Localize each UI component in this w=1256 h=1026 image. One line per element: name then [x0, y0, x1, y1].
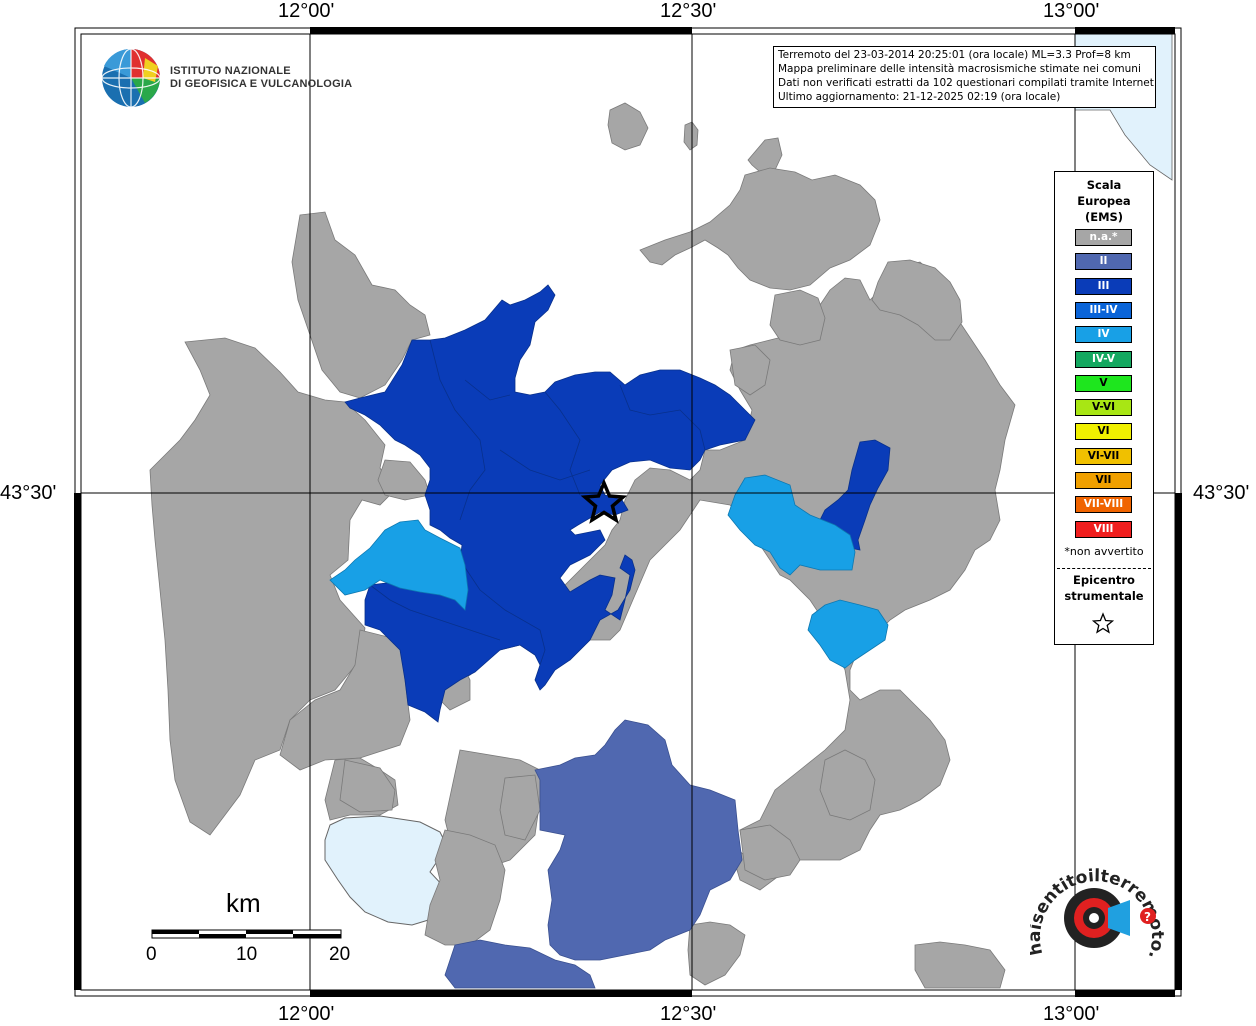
coord-bottom-1200: 12°00' — [278, 1003, 335, 1025]
legend-item: V — [1075, 374, 1132, 392]
intensity-map[interactable] — [73, 26, 1183, 998]
scale-label-10: 10 — [236, 944, 258, 965]
intensity-iv-area — [329, 474, 889, 669]
legend-divider — [1057, 568, 1151, 569]
legend-title: Scala Europea (EMS) — [1055, 177, 1153, 225]
legend-item: n.a.* — [1075, 229, 1132, 246]
legend-epicenter-label: Epicentro strumentale — [1055, 572, 1153, 604]
coord-top-1300: 13°00' — [1043, 0, 1100, 22]
coord-top-1230: 12°30' — [660, 0, 717, 22]
logo-line-2: DI GEOFISICA E VULCANOLOGIA — [170, 78, 353, 90]
ems-legend: Scala Europea (EMS) *non avvertito Epice… — [1054, 171, 1154, 645]
legend-item: II — [1075, 253, 1132, 271]
info-line-3: Dati non verificati estratti da 102 ques… — [778, 77, 1156, 89]
map-frame-bars — [74, 27, 1182, 997]
ingv-logo-text: ISTITUTO NAZIONALE DI GEOFISICA E VULCAN… — [170, 65, 352, 91]
legend-item: VII-VIII — [1075, 496, 1132, 514]
legend-epi-line-2: strumentale — [1064, 589, 1144, 603]
event-info-box: Terremoto del 23-03-2014 20:25:01 (ora l… — [773, 46, 1156, 108]
legend-item: IV-V — [1075, 350, 1132, 368]
legend-item: V-VI — [1075, 399, 1132, 417]
legend-item: III — [1075, 277, 1132, 295]
legend-item: IV — [1075, 326, 1132, 344]
coord-bottom-1230: 12°30' — [660, 1003, 717, 1025]
info-line-2: Mappa preliminare delle intensità macros… — [778, 63, 1141, 75]
logo-line-1: ISTITUTO NAZIONALE — [170, 65, 291, 77]
coord-right-4330: 43°30' — [1193, 482, 1250, 504]
scale-bar — [151, 929, 342, 939]
coord-left-4330: 43°30' — [0, 482, 57, 504]
scale-label-0: 0 — [146, 944, 157, 965]
legend-item: III-IV — [1075, 301, 1132, 319]
na-municipalities — [149, 102, 1016, 989]
legend-note: *non avvertito — [1064, 545, 1144, 558]
coord-top-1200: 12°00' — [278, 0, 335, 22]
legend-title-line-1: Scala — [1086, 178, 1122, 192]
legend-star-icon — [1092, 612, 1114, 634]
ingv-logo-icon — [101, 48, 161, 108]
scale-label-20: 20 — [329, 944, 351, 965]
legend-epi-line-1: Epicentro — [1073, 573, 1135, 587]
legend-title-line-2: Europea — [1077, 194, 1131, 208]
legend-item: VI — [1075, 423, 1132, 441]
svg-text:?: ? — [1144, 910, 1151, 924]
intensity-ii-area — [444, 719, 743, 989]
info-line-4: Ultimo aggiornamento: 21-12-2025 02:19 (… — [778, 91, 1061, 103]
coord-bottom-1300: 13°00' — [1043, 1003, 1100, 1025]
epicenter-star-icon — [580, 478, 628, 524]
legend-item: VI-VII — [1075, 447, 1132, 465]
info-line-1: Terremoto del 23-03-2014 20:25:01 (ora l… — [778, 49, 1131, 61]
scale-unit: km — [226, 888, 261, 918]
legend-item: VIII — [1075, 520, 1132, 538]
legend-title-line-3: (EMS) — [1084, 210, 1124, 224]
legend-item: VII — [1075, 472, 1132, 489]
haisentito-logo: haisentitoilterremoto.it ? — [1030, 860, 1167, 961]
